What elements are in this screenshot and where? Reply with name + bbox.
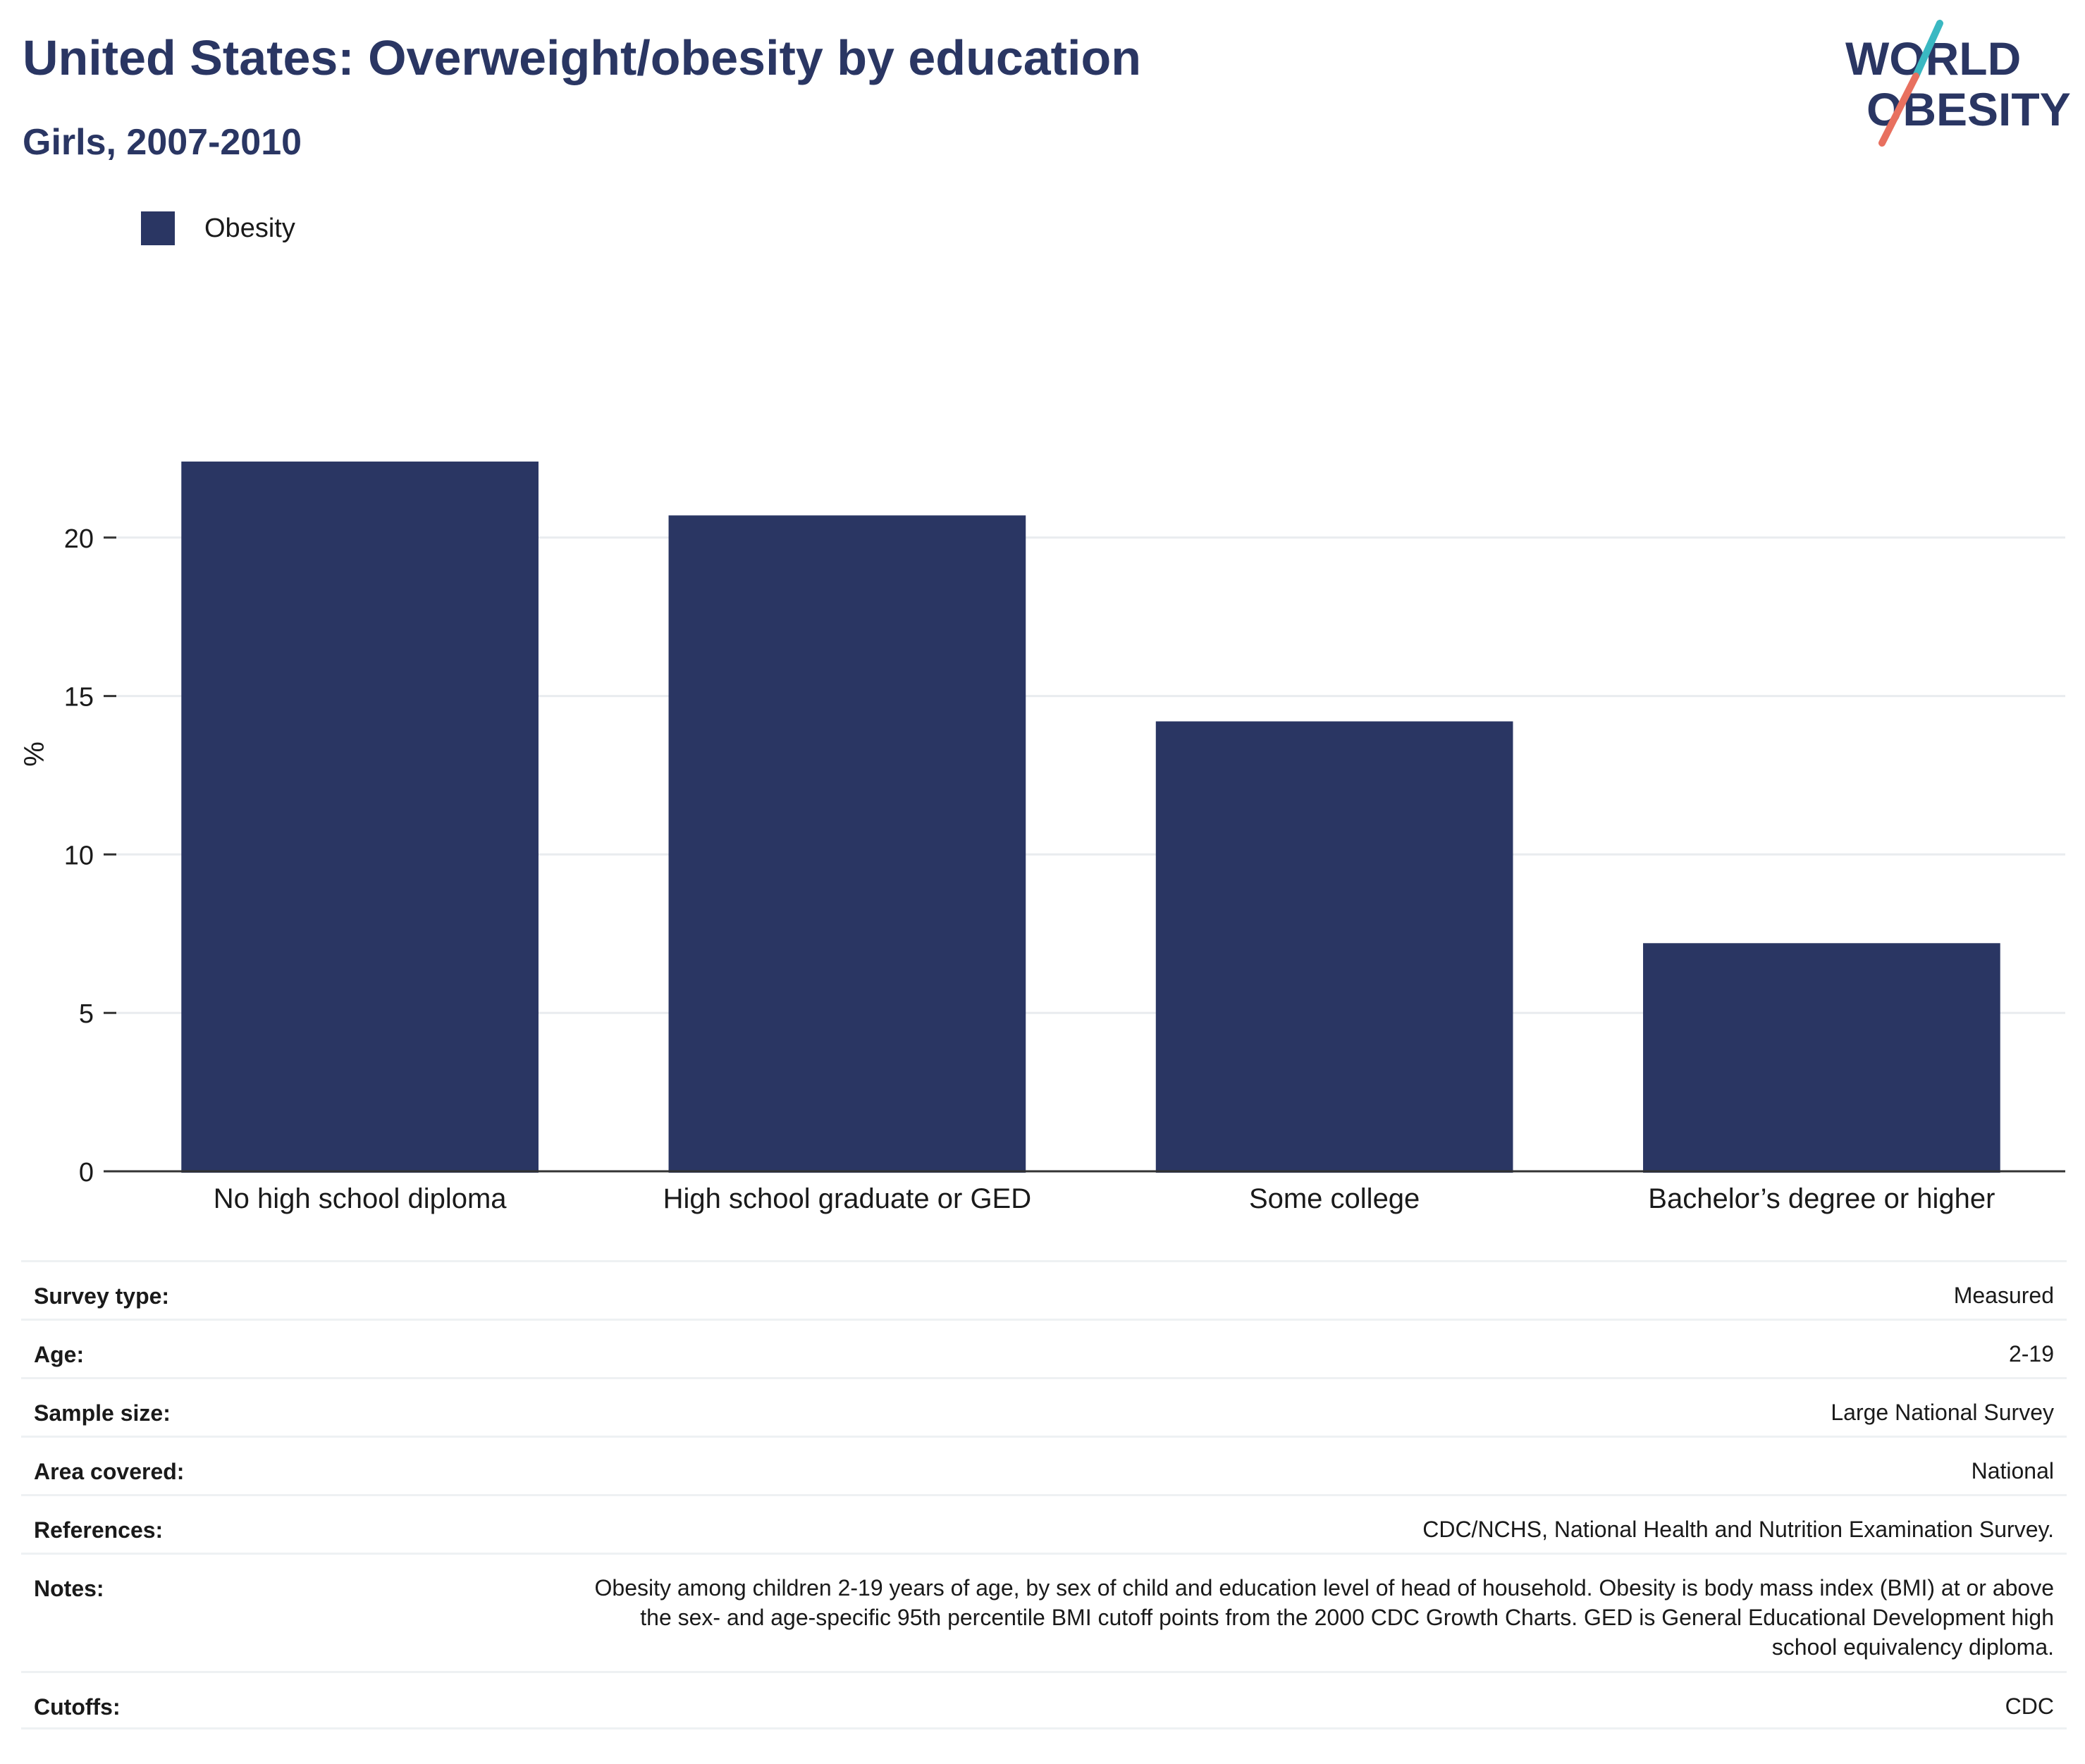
metadata-value: Large National Survey [1831,1400,2054,1425]
bar[interactable] [181,461,539,1173]
x-tick-label: No high school diploma [214,1183,508,1214]
y-tick-label: 15 [64,683,94,713]
bar[interactable] [668,515,1026,1173]
bars [181,461,2000,1173]
bar-chart: 0 5 10 15 20 No high school diploma High scho… [19,461,2065,1214]
metadata-row: Notes: Obesity among children 2-19 years … [21,1553,2067,1671]
x-tick-label: Some college [1249,1183,1420,1214]
metadata-table: Survey type: Measured Age: 2-19 Sample size:… [21,1260,2067,1729]
metadata-row: Sample size: Large National Survey [21,1377,2067,1436]
metadata-row: Age: 2-19 [21,1319,2067,1377]
x-tick-labels: No high school diploma High school gradua… [214,1183,1995,1214]
logo-teal-stroke [1912,20,1943,80]
y-tick-label: 20 [64,524,94,554]
legend-swatch-obesity [141,211,175,245]
metadata-row: Cutoffs: CDC [21,1671,2067,1729]
legend-label-obesity: Obesity [204,213,295,243]
metadata-row: References: CDC/NCHS, National Health and… [21,1494,2067,1553]
metadata-label: References: [34,1517,164,1543]
metadata-value: CDC/NCHS, National Health and Nutrition … [1422,1517,2054,1542]
metadata-value: Measured [1953,1283,2054,1308]
x-tick-label: High school graduate or GED [663,1183,1032,1214]
metadata-value: 2-19 [2008,1341,2054,1367]
y-tick-label: 0 [79,1158,94,1188]
metadata-label: Cutoffs: [34,1694,121,1720]
metadata-value: Obesity among children 2-19 years of age… [594,1575,2055,1660]
world-obesity-logo: WORLD OBESITY [1845,20,2071,147]
chart-subtitle: Girls, 2007-2010 [23,122,302,163]
y-axis-label: % [19,741,50,767]
chart-legend[interactable]: Obesity [141,211,295,245]
chart-title: United States: Overweight/obesity by edu… [23,30,1141,85]
metadata-label: Area covered: [34,1459,185,1484]
metadata-value: National [1971,1458,2054,1484]
metadata-label: Sample size: [34,1400,171,1426]
y-tick-label: 5 [79,999,94,1029]
metadata-row: Survey type: Measured [21,1260,2067,1319]
metadata-row: Area covered: National [21,1436,2067,1494]
bar[interactable] [1155,721,1513,1173]
y-tick-labels: 0 5 10 15 20 [64,524,116,1188]
x-tick-label: Bachelor’s degree or higher [1648,1183,1995,1214]
metadata-value: CDC [2005,1694,2054,1719]
y-tick-label: 10 [64,841,94,870]
logo-coral-stroke [1878,73,1919,147]
metadata-label: Notes: [34,1576,104,1601]
metadata-label: Survey type: [34,1283,170,1309]
bar[interactable] [1643,943,2000,1173]
metadata-label: Age: [34,1342,85,1367]
